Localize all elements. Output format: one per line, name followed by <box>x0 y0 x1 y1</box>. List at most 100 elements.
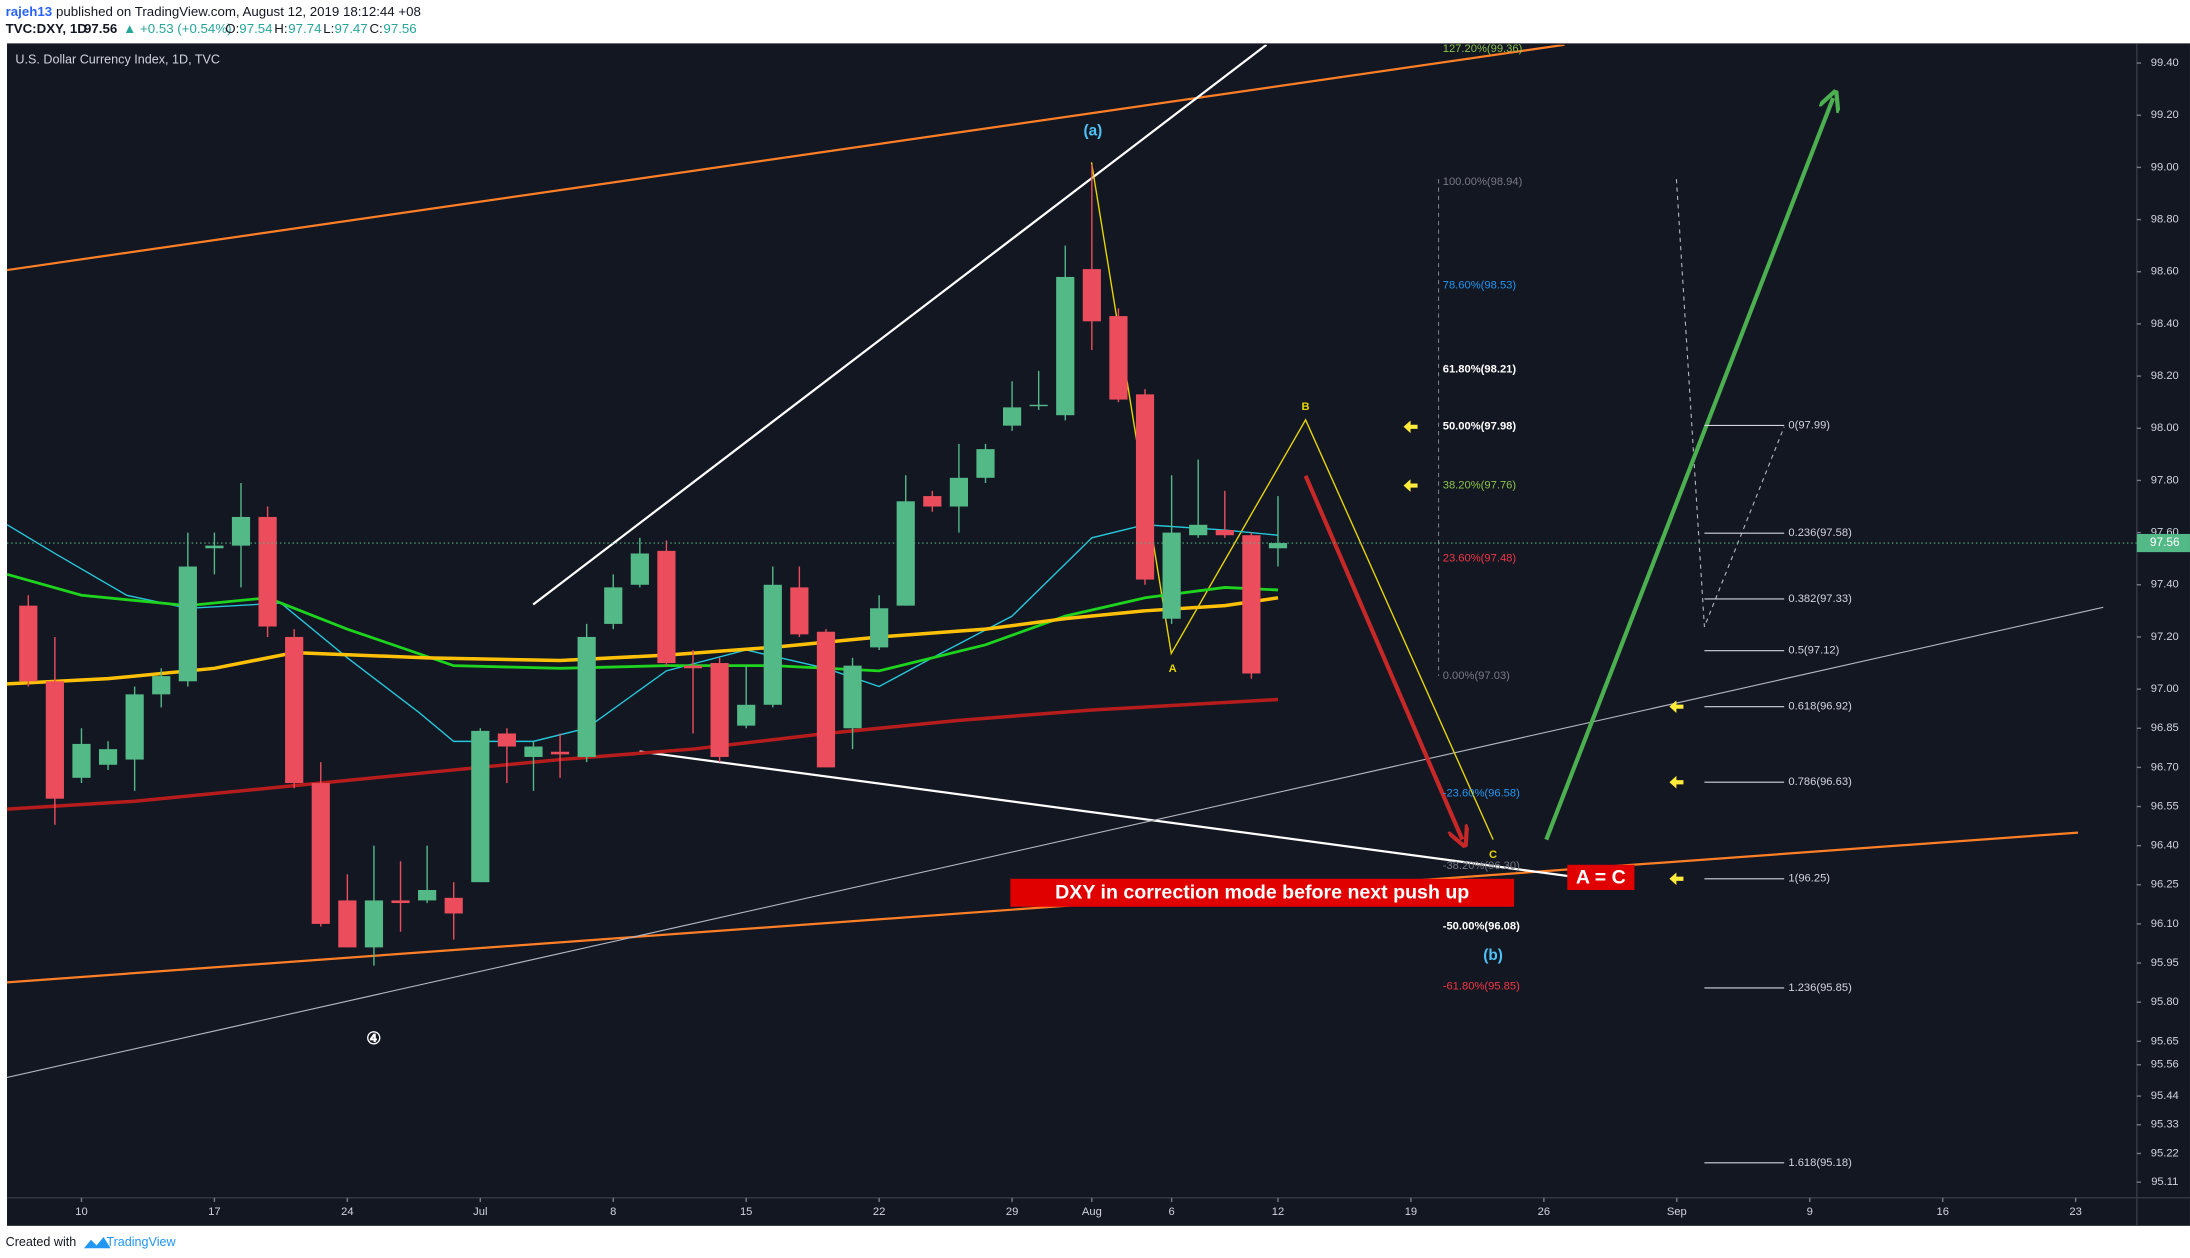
last-price-box <box>2136 533 2190 553</box>
candle-body <box>843 665 862 729</box>
trend-line <box>7 606 2104 1079</box>
y-tick-label: 99.20 <box>2151 109 2179 121</box>
x-tick-label: 6 <box>1169 1206 1175 1218</box>
candle-body <box>1189 524 1208 536</box>
wave-zigzag <box>1090 162 1494 840</box>
fib-level-label: 78.60%(98.53) <box>1443 279 1517 291</box>
x-tick-label: 8 <box>610 1206 616 1218</box>
candle-body <box>1082 269 1101 322</box>
fib-level-label: 0.618(96.92) <box>1788 701 1852 713</box>
candle-body <box>258 516 277 627</box>
candle-body <box>72 743 91 778</box>
fib-level-label: 61.80%(98.21) <box>1443 363 1517 375</box>
x-tick-label: 10 <box>75 1206 87 1218</box>
ohlc-label: L: <box>323 21 334 36</box>
fib-level-label: -23.60%(96.58) <box>1443 787 1520 799</box>
wave-label: (a) <box>1084 123 1103 140</box>
y-tick-label: 98.60 <box>2151 266 2179 278</box>
up-arrow <box>1544 98 1833 841</box>
candle-body <box>231 516 251 546</box>
projection <box>1675 179 1785 628</box>
y-tick-label: 99.00 <box>2151 161 2179 173</box>
candle-body <box>524 746 543 757</box>
trend-line <box>532 44 1268 606</box>
candle-body <box>418 890 437 901</box>
moving-average <box>7 524 1279 743</box>
candle-body <box>364 900 384 948</box>
fib-level-label: -38.20%(96.30) <box>1443 860 1520 872</box>
fib-level-label: 0(97.99) <box>1788 419 1830 431</box>
drawings <box>7 44 2104 1079</box>
pointer-arrow <box>1669 775 1684 789</box>
x-tick-label: 23 <box>2069 1206 2081 1218</box>
fib-level-label: 50.00%(97.98) <box>1443 421 1517 433</box>
y-tick-label: 98.00 <box>2151 422 2179 434</box>
ohlc-label: H: <box>274 21 287 36</box>
x-tick-label: Sep <box>1667 1206 1687 1218</box>
trend-line <box>639 750 1631 886</box>
pointer-arrow <box>1669 872 1684 886</box>
chart-background <box>7 43 2190 1226</box>
y-tick-label: 97.40 <box>2151 579 2179 591</box>
x-tick-label: 26 <box>1538 1206 1550 1218</box>
candle-body <box>98 749 118 765</box>
candle-body <box>550 751 570 755</box>
fib-level-label: 38.20%(97.76) <box>1443 480 1517 492</box>
channel-line <box>7 831 2079 984</box>
ohlc-value: 97.54 <box>239 21 272 36</box>
fib-level-label: 0.382(97.33) <box>1788 593 1852 605</box>
chart-title: U.S. Dollar Currency Index, 1D, TVC <box>15 52 220 66</box>
ac-box <box>1567 864 1635 890</box>
candle-body <box>152 676 171 695</box>
ohlc-value: 97.47 <box>334 21 367 36</box>
y-tick-label: 96.25 <box>2151 879 2179 891</box>
y-tick-label: 97.20 <box>2151 631 2179 643</box>
candle-body <box>178 566 197 682</box>
ohlc-label: O: <box>225 21 239 36</box>
pointer-arrow <box>1403 479 1418 492</box>
ohlc-value: 97.74 <box>288 21 321 36</box>
candle-body <box>205 545 224 549</box>
labels: 99.40 99.20 99.00 98.80 98.60 98.40 98.20 98.00… <box>75 43 2190 1218</box>
x-tick-label: 24 <box>341 1206 353 1218</box>
footer-brand[interactable]: TradingView <box>106 1235 176 1249</box>
fib-level-label: 127.20%(99.36) <box>1443 43 1523 55</box>
y-tick-label: 96.70 <box>2151 761 2179 773</box>
moving-average <box>7 572 1279 673</box>
candle-body <box>816 631 836 768</box>
candle-body <box>657 550 676 664</box>
y-tick-label: 95.22 <box>2151 1147 2179 1159</box>
candle-body <box>1242 535 1261 674</box>
y-tick-label: 97.00 <box>2151 683 2179 695</box>
candle-body <box>497 733 516 747</box>
wave-label: A <box>1169 663 1177 675</box>
candle-body <box>1029 404 1048 407</box>
fib-level-label: 1.236(95.85) <box>1788 982 1852 994</box>
candle-body <box>763 584 782 705</box>
y-tick-label: 97.80 <box>2151 474 2179 486</box>
moving-average <box>7 596 1279 686</box>
ac-label: A = C <box>1576 866 1626 888</box>
y-tick-label: 96.40 <box>2151 840 2179 852</box>
candle-body <box>737 704 756 726</box>
y-tick-label: 95.44 <box>2151 1090 2179 1102</box>
candle-body <box>1162 532 1181 619</box>
y-tick-label: 95.56 <box>2151 1059 2179 1071</box>
y-tick-label: 99.40 <box>2151 57 2179 69</box>
candle-body <box>285 636 304 784</box>
candle-body <box>125 694 144 760</box>
candle-body <box>604 587 623 624</box>
x-tick-label: 9 <box>1807 1206 1813 1218</box>
author[interactable]: rajeh13 <box>6 4 53 19</box>
fib-level-label: -50.00%(96.08) <box>1443 920 1520 932</box>
y-tick-label: 95.80 <box>2151 996 2179 1008</box>
candle-body <box>630 553 649 585</box>
y-tick-label: 95.11 <box>2151 1176 2178 1188</box>
fib-level-label: 0.786(96.63) <box>1788 776 1852 788</box>
brand-logo <box>83 1237 111 1249</box>
x-tick-label: 22 <box>873 1206 885 1218</box>
y-tick-label: 96.55 <box>2151 800 2179 812</box>
candle-body <box>391 900 410 904</box>
